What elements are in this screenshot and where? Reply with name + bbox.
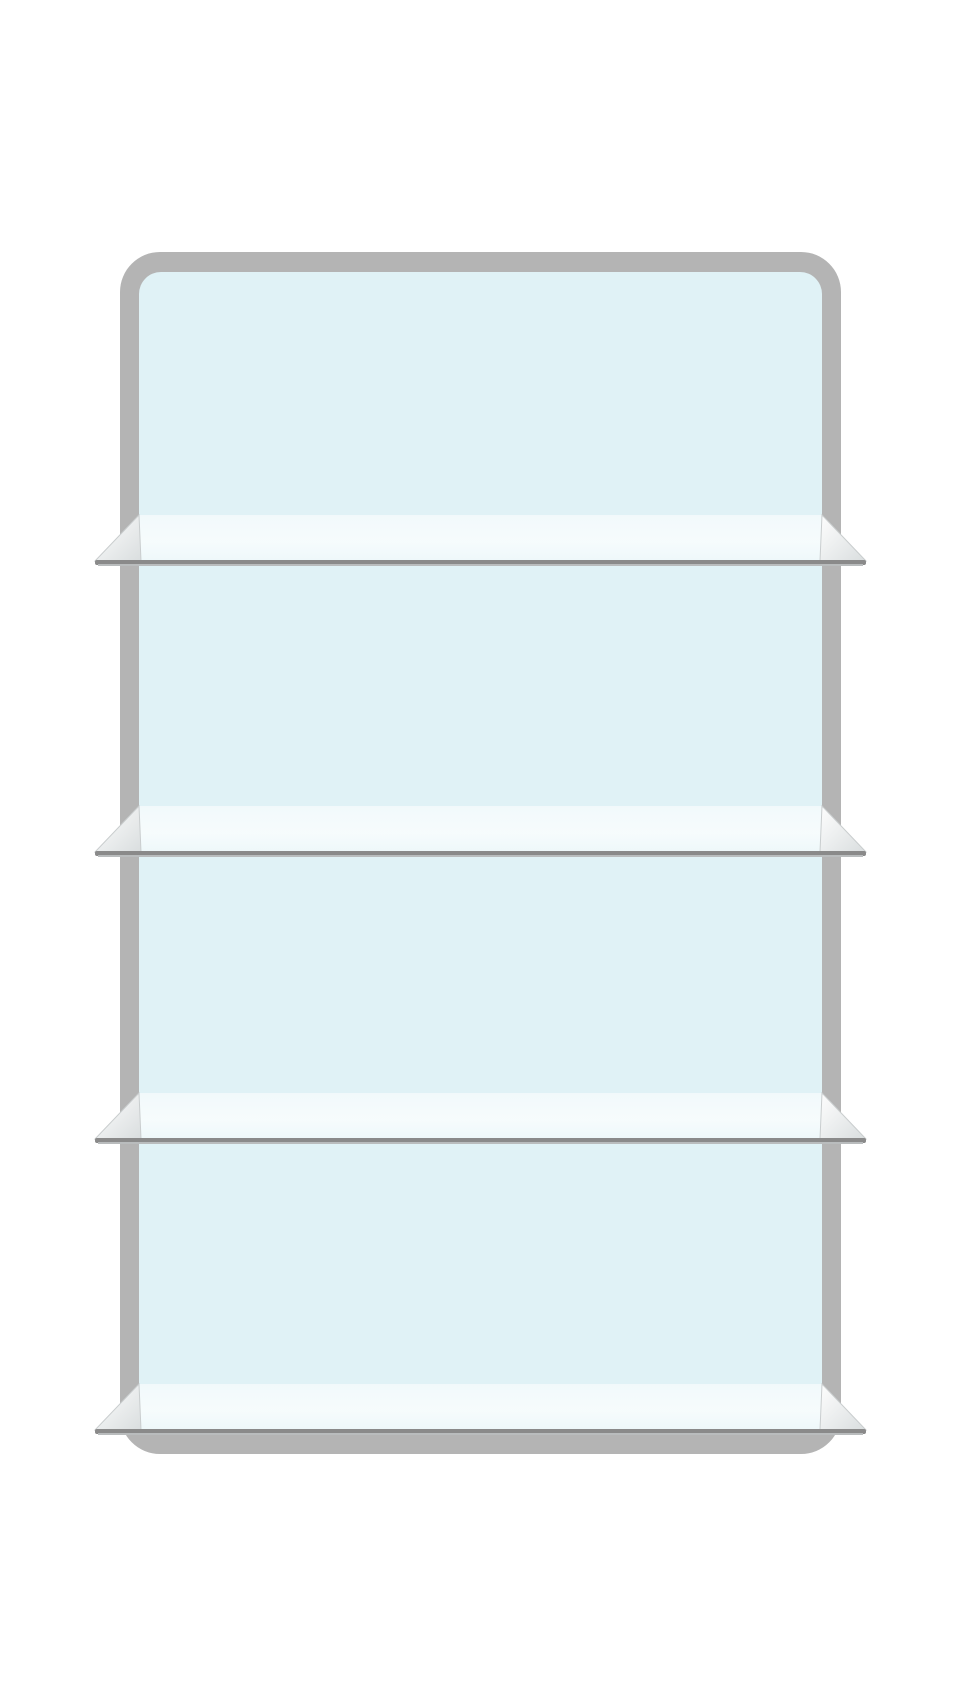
cabinet-back-panel <box>139 272 822 1434</box>
